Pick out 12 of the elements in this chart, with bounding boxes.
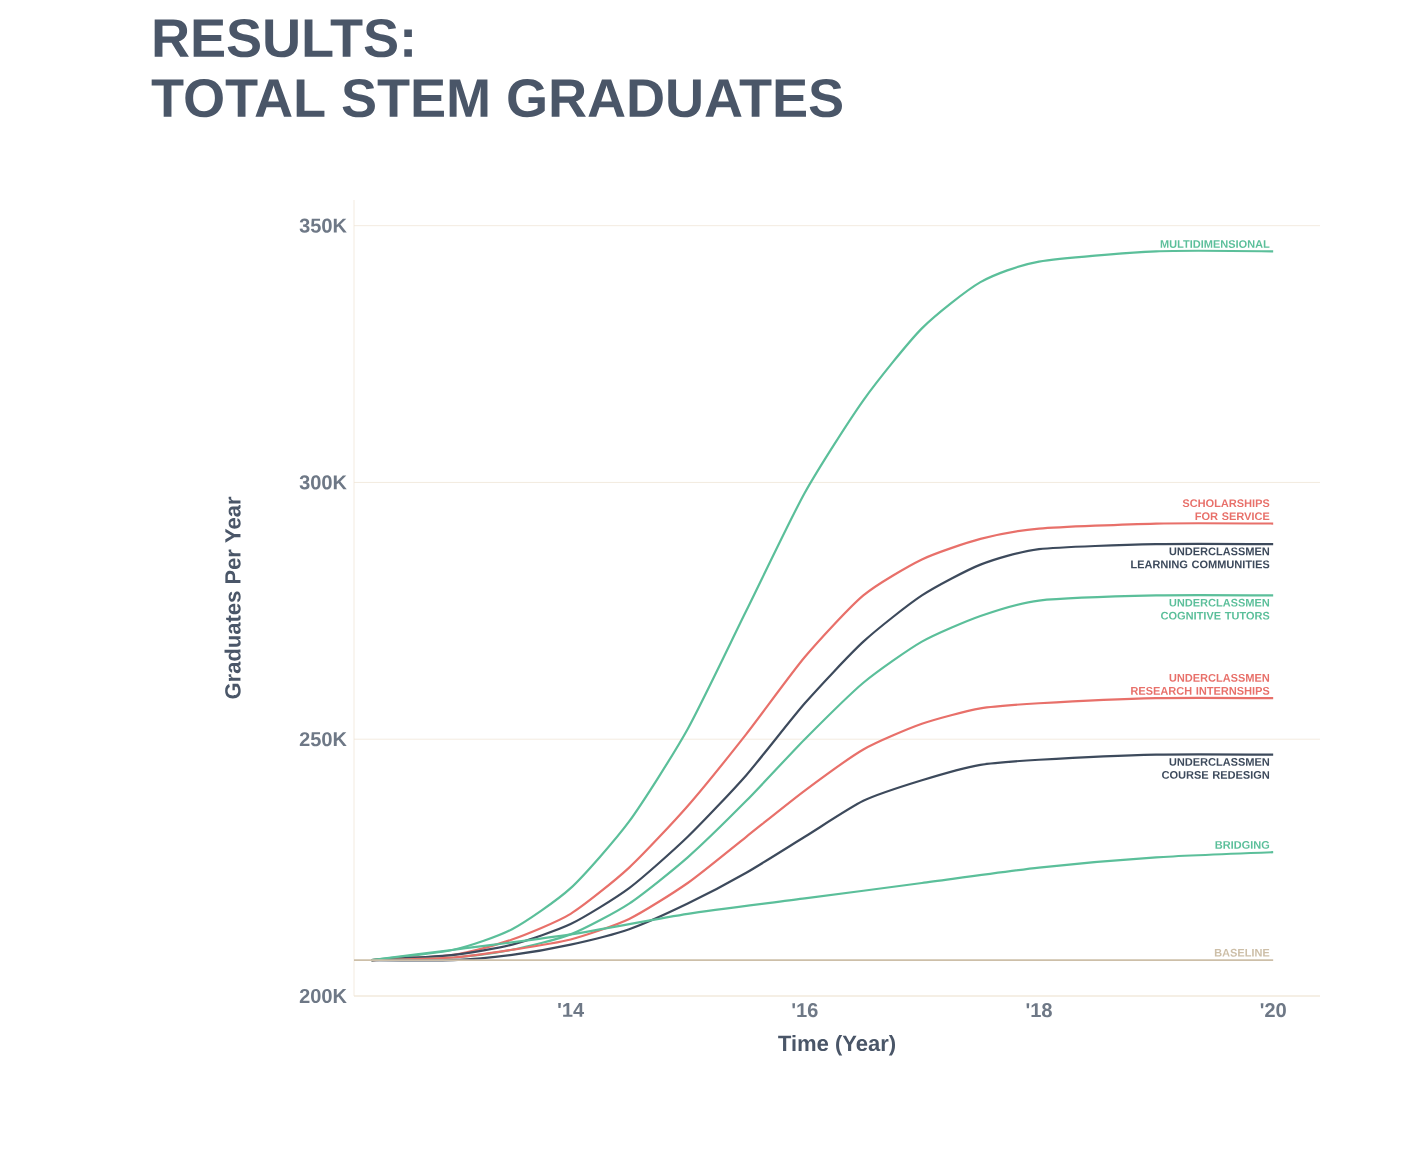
x-axis-title: Time (Year) [778, 1034, 896, 1056]
x-tick-label: '14 [558, 1003, 585, 1017]
chart-subtitle: TOTAL STEM GRADUATES [151, 79, 842, 118]
y-tick-label: 300K [299, 475, 347, 490]
y-tick-label: 250K [299, 732, 347, 747]
y-tick-label: 350K [299, 218, 347, 233]
x-tick-label: '20 [1260, 1003, 1286, 1018]
x-tick-label: '18 [1026, 1003, 1052, 1018]
y-axis-title: Graduates Per Year [224, 496, 241, 699]
y-tick-label: 200K [299, 988, 347, 1004]
x-tick-label: '16 [792, 1003, 818, 1018]
chart-title: RESULTS: [154, 19, 412, 58]
